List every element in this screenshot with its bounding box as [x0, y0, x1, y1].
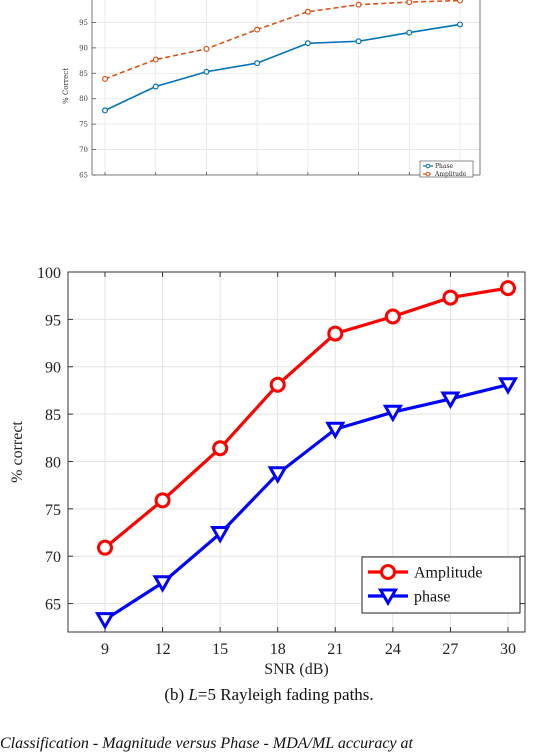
top-point-amplitude: [457, 0, 463, 4]
top-point-phase: [457, 21, 464, 28]
main-point-amplitude: [327, 325, 344, 342]
top-point-amplitude: [406, 0, 413, 6]
main-legend-label-amplitude: Amplitude: [414, 565, 482, 582]
top-tick-label-y: 85: [79, 70, 88, 78]
top-point-phase: [355, 38, 362, 45]
main-y-axis-label: % correct: [9, 421, 26, 483]
top-tick-label-y: 80: [79, 95, 88, 103]
main-point-phase: [497, 377, 519, 395]
top-legend: [419, 160, 474, 178]
top-point-phase: [406, 29, 413, 36]
main-tick-label-y: 75: [45, 502, 61, 519]
top-series-line-amplitude: [104, 0, 461, 80]
main-series-line-amplitude: [103, 286, 509, 549]
main-tick-label-y: 80: [45, 454, 61, 471]
main-point-amplitude: [500, 280, 516, 297]
main-point-phase: [440, 391, 461, 410]
main-legend-label-phase: phase: [414, 589, 450, 606]
caption-variable: L: [188, 685, 198, 704]
figure-caption: (b) L=5 Rayleigh fading paths.: [0, 685, 538, 705]
caption-label: (b): [164, 685, 185, 704]
top-series-line-phase: [104, 23, 461, 112]
top-legend-label-phase: Phase: [435, 163, 454, 170]
top-tick-label-y: 75: [79, 121, 88, 129]
main-point-amplitude: [97, 539, 113, 556]
main-legend-marker-phase: [377, 588, 399, 607]
top-point-phase: [203, 68, 210, 75]
main-tick-label-y: 65: [45, 597, 61, 614]
main-x-axis-label: SNR (dB): [264, 661, 328, 678]
top-point-phase: [101, 107, 108, 114]
main-tick-label-y: 85: [45, 407, 61, 424]
main-tick-label-x: 30: [500, 641, 516, 658]
top-tick-label-y: 70: [79, 146, 88, 154]
top-legend-marker-phase: [425, 163, 431, 169]
main-point-phase: [267, 466, 288, 484]
main-series-line-phase: [104, 383, 509, 622]
top-y-axis-label: % Correct: [62, 68, 70, 104]
footer-text: Classification - Magnitude versus Phase …: [0, 735, 413, 752]
top-tick-label-y: 65: [79, 172, 88, 180]
main-point-phase: [325, 421, 346, 440]
top-point-phase: [254, 60, 261, 67]
main-plot-frame: [67, 271, 526, 633]
main-point-phase: [210, 525, 231, 544]
top-tick-label-y: 90: [79, 44, 88, 52]
top-point-amplitude: [304, 8, 311, 15]
main-tick-label-x: 18: [270, 641, 286, 658]
main-point-phase: [152, 575, 173, 593]
top-legend-label-amplitude: Amplitude: [434, 171, 467, 178]
main-tick-label-y: 100: [37, 265, 61, 282]
top-point-amplitude: [254, 26, 261, 33]
main-tick-label-x: 24: [385, 641, 401, 658]
caption-text: =5 Rayleigh fading paths.: [197, 685, 374, 704]
main-tick-label-x: 21: [327, 641, 343, 658]
main-point-amplitude: [384, 308, 401, 325]
main-chart: 65 70 75 80 85 90 95 100 9 12 15 18 21 24 27 30 SNR (dB)…: [9, 265, 526, 678]
main-tick-label-x: 15: [212, 641, 228, 658]
main-tick-label-y: 90: [45, 360, 61, 377]
main-tick-label-y: 95: [45, 312, 61, 329]
top-point-amplitude: [355, 1, 362, 8]
main-point-phase: [382, 404, 403, 423]
top-point-phase: [304, 40, 311, 47]
main-tick-label-y: 70: [45, 549, 61, 566]
main-point-amplitude: [212, 440, 229, 457]
top-legend-marker-amplitude: [425, 171, 431, 177]
top-tick-label-y: 95: [79, 19, 88, 27]
top-point-amplitude: [203, 45, 210, 52]
main-point-amplitude: [442, 289, 459, 306]
main-tick-label-x: 27: [442, 641, 458, 658]
top-point-amplitude: [101, 75, 108, 82]
main-tick-label-x: 12: [155, 641, 171, 658]
main-point-amplitude: [269, 376, 286, 393]
top-point-phase: [152, 83, 159, 90]
top-tick-label-y: 100: [75, 0, 88, 2]
top-point-amplitude: [152, 56, 159, 63]
main-point-amplitude: [154, 492, 171, 509]
main-tick-label-x: 9: [101, 641, 109, 658]
main-legend-marker-amplitude: [380, 564, 396, 580]
main-point-phase: [94, 612, 116, 630]
